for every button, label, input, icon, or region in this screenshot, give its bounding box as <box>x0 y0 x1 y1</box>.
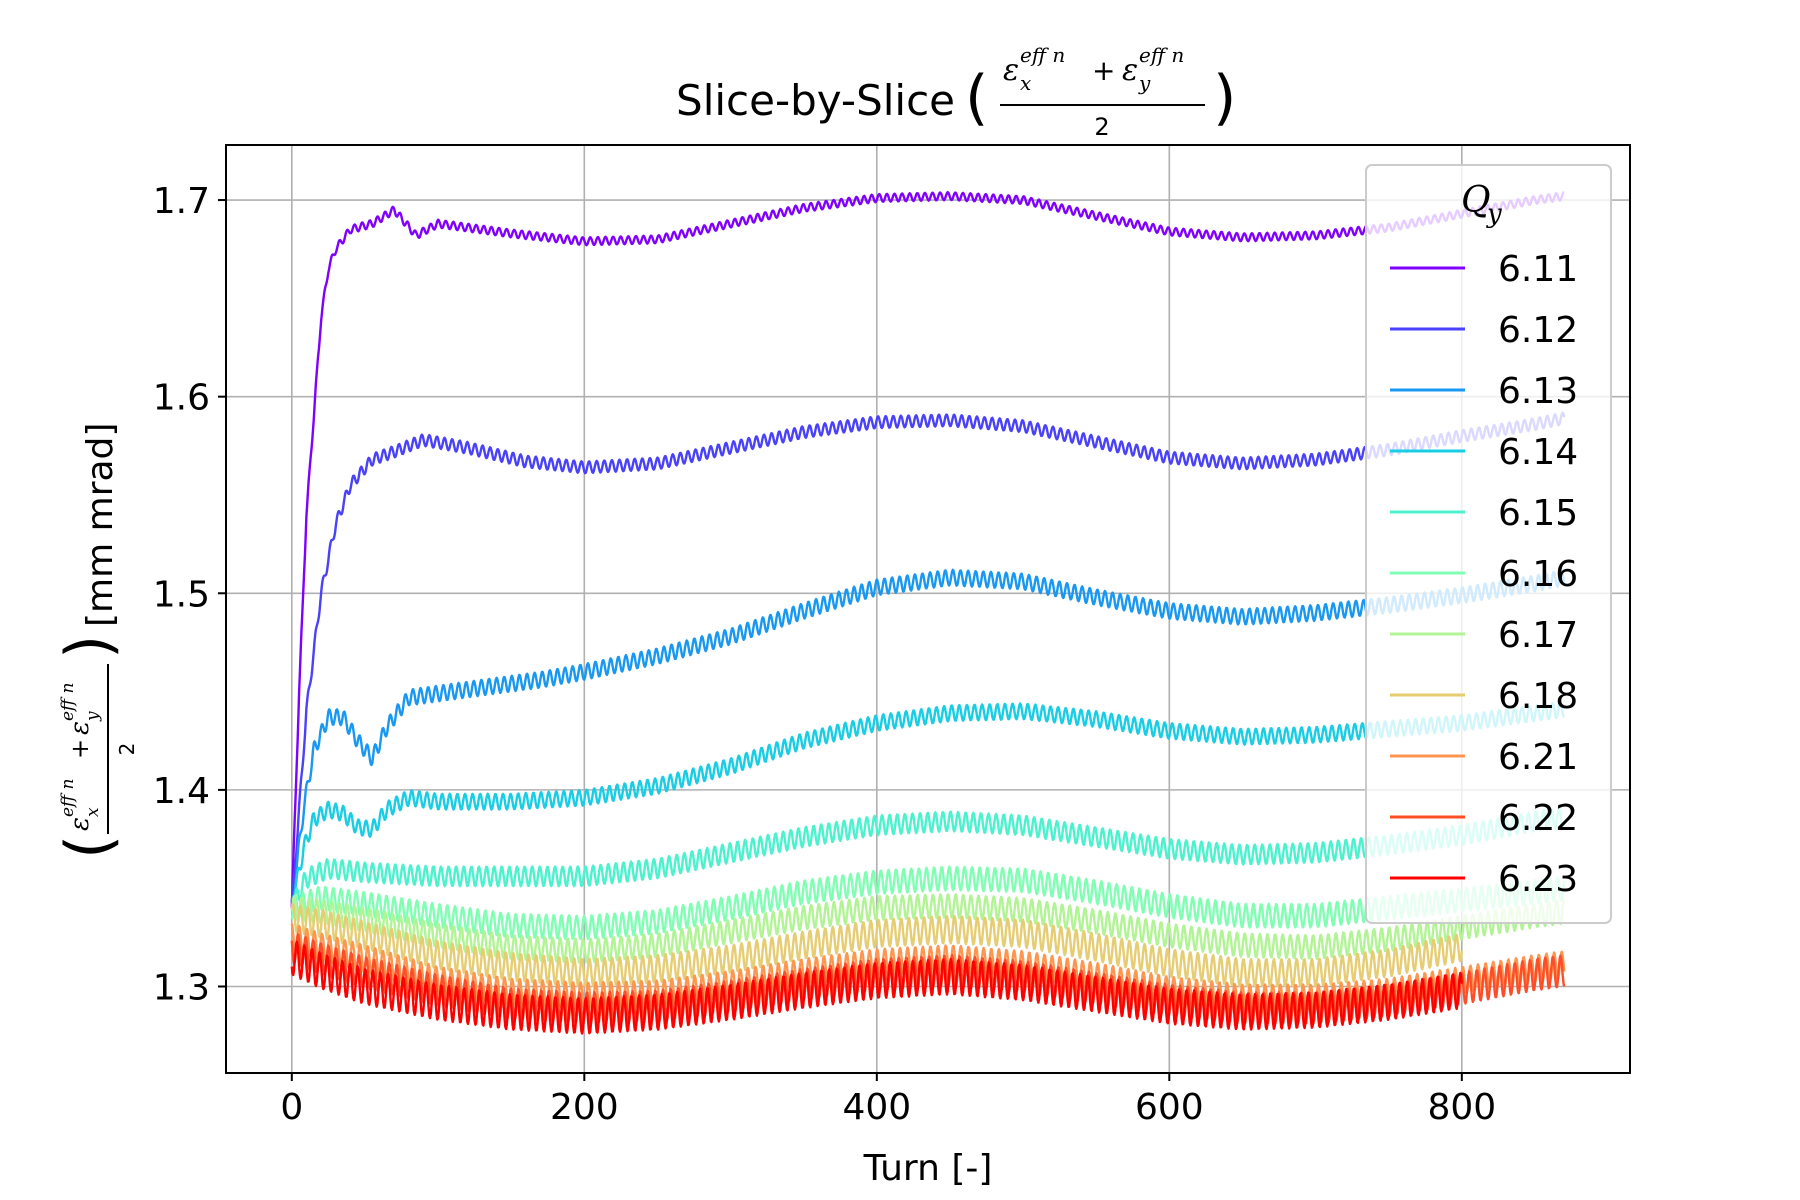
x-tick-label: 800 <box>1427 1087 1496 1128</box>
y-tick-label: 1.5 <box>153 574 210 615</box>
y-tick-label: 1.3 <box>153 967 210 1008</box>
ticks: 0 200 400 600 800 1.3 1.4 1.5 1.6 1.7 <box>153 181 1496 1128</box>
chart-title-text: Slice-by-Slice <box>676 76 955 125</box>
title-sup-right: eff n <box>1139 43 1184 67</box>
legend-label: 6.18 <box>1498 676 1578 717</box>
y-label-paren-right: ) <box>52 635 125 659</box>
y-label-eps-left: ε <box>65 817 95 831</box>
legend-label: 6.14 <box>1498 432 1578 473</box>
title-eps-right: ε <box>1122 53 1138 88</box>
legend-label: 6.11 <box>1498 249 1578 290</box>
y-axis-label: ( ε eff n x + ε eff n y 2 ) [mm mrad] <box>52 423 139 859</box>
legend: Q y 6.11 6.12 6.13 6.14 6.15 6.16 6.17 6.18 6.21… <box>1365 164 1612 924</box>
y-tick-label: 1.4 <box>153 771 210 812</box>
series-line-6-23 <box>290 940 1463 1035</box>
series-line-6-15 <box>290 807 1566 918</box>
y-tick-label: 1.6 <box>153 378 210 419</box>
series-line-6-16 <box>290 865 1566 941</box>
title-formula: ( ε eff n x + ε eff n y 2 ) <box>965 43 1236 141</box>
title-sub-y: y <box>1138 71 1151 95</box>
y-tick-label: 1.7 <box>153 181 210 222</box>
series-line-6-12 <box>290 411 1566 903</box>
chart-title: Slice-by-Slice ( ε eff n x + ε eff n y 2… <box>676 43 1236 141</box>
title-denominator: 2 <box>1094 113 1109 141</box>
series-line-6-14 <box>290 701 1565 909</box>
y-label-sup-left: eff n <box>58 779 78 817</box>
legend-label: 6.15 <box>1498 493 1578 534</box>
y-label-sub-x: x <box>83 807 103 817</box>
legend-title-sub: y <box>1486 199 1502 229</box>
y-label-unit: [mm mrad] <box>80 423 121 627</box>
y-label-paren-left: ( <box>52 835 125 859</box>
legend-label: 6.12 <box>1498 310 1578 351</box>
legend-label: 6.21 <box>1498 737 1578 778</box>
legend-label: 6.23 <box>1498 859 1578 900</box>
series-line-6-11 <box>290 191 1565 908</box>
x-axis-label: Turn [-] <box>863 1148 993 1189</box>
y-label-denominator: 2 <box>115 743 139 756</box>
x-tick-label: 400 <box>842 1087 911 1128</box>
y-label-eps-right: ε <box>65 721 95 735</box>
legend-title-base: Q <box>1461 180 1491 221</box>
legend-label: 6.16 <box>1498 554 1578 595</box>
series-line-6-13 <box>290 568 1566 901</box>
series-layer <box>290 191 1566 1035</box>
x-tick-label: 600 <box>1135 1087 1204 1128</box>
title-paren-right: ) <box>1213 63 1236 133</box>
y-label-plus: + <box>66 739 94 759</box>
title-plus: + <box>1092 54 1115 87</box>
legend-label: 6.22 <box>1498 798 1578 839</box>
x-tick-label: 0 <box>280 1087 303 1128</box>
plot-frame <box>225 144 1631 1074</box>
x-tick-label: 200 <box>550 1087 619 1128</box>
legend-label: 6.13 <box>1498 371 1578 412</box>
legend-box <box>1365 164 1612 924</box>
y-label-sup-right: eff n <box>58 683 78 721</box>
title-paren-left: ( <box>965 63 988 133</box>
legend-label: 6.17 <box>1498 615 1578 656</box>
title-sup-left: eff n <box>1020 43 1065 67</box>
legend-items: 6.11 6.12 6.13 6.14 6.15 6.16 6.17 6.18 6.21 6.22… <box>1390 249 1578 900</box>
y-label-sub-y: y <box>83 711 103 722</box>
title-eps-left: ε <box>1003 53 1019 88</box>
series-line-6-18 <box>290 903 1463 988</box>
title-sub-x: x <box>1020 71 1031 95</box>
